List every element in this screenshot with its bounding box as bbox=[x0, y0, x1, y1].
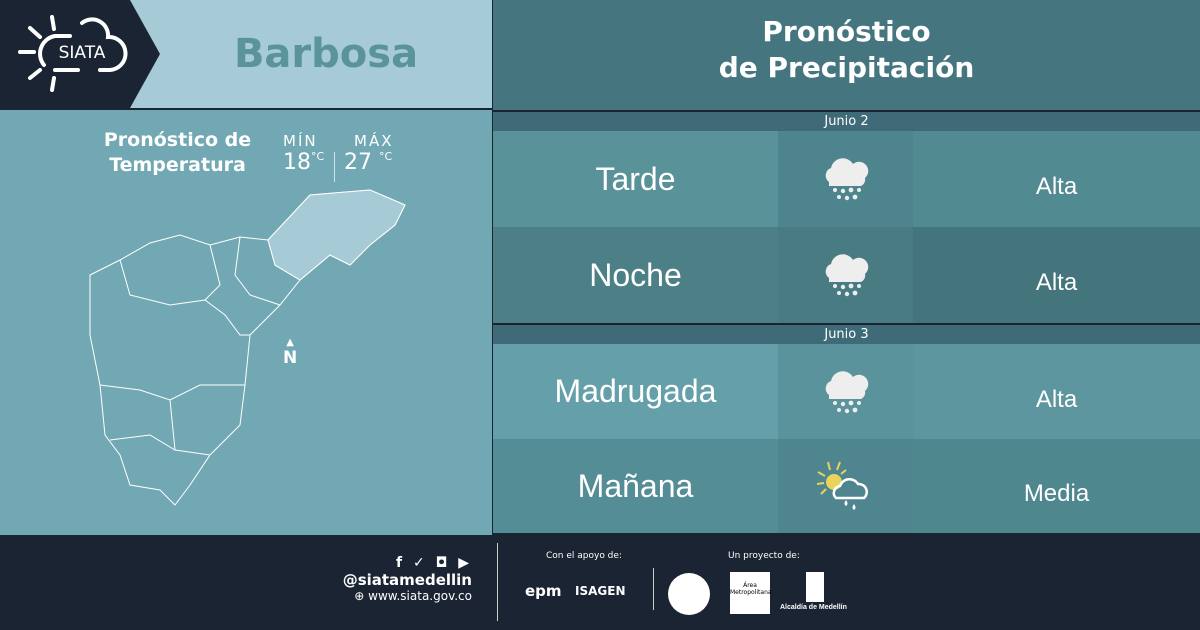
date-label: Junio 3 bbox=[493, 325, 1200, 344]
heavy-rain-icon bbox=[778, 227, 913, 323]
sun-cloud-rain-icon bbox=[778, 439, 913, 533]
period-label: Madrugada bbox=[554, 373, 717, 409]
north-arrow-icon: ▲ bbox=[286, 337, 294, 348]
period-label: Mañana bbox=[577, 467, 694, 504]
precip-level: Media bbox=[913, 439, 1200, 533]
epm-logo: epm bbox=[525, 582, 562, 600]
isagen-logo: ISAGEN bbox=[575, 584, 626, 598]
university-seal-icon bbox=[668, 573, 710, 615]
forecast-row: Tarde Alta bbox=[493, 131, 1200, 227]
forecast-row: Noche Alta bbox=[493, 227, 1200, 323]
temperature-title: Pronóstico de Temperatura bbox=[103, 129, 252, 176]
precip-title: Pronóstico de Precipitación bbox=[493, 0, 1200, 110]
min-temp: MÍN 18°C bbox=[283, 132, 325, 175]
divider bbox=[497, 543, 498, 621]
map-panel: ▲ N bbox=[0, 110, 492, 535]
alcaldia-logo-text: Alcaldía de Medellín bbox=[780, 604, 847, 611]
precip-level: Alta bbox=[913, 344, 1200, 439]
precip-level: Alta bbox=[913, 227, 1200, 323]
municipality-map bbox=[89, 189, 406, 506]
period-label: Noche bbox=[589, 256, 682, 293]
alcaldia-shield-icon bbox=[806, 572, 824, 602]
precip-level: Alta bbox=[913, 131, 1200, 227]
heavy-rain-icon bbox=[778, 344, 913, 439]
footer: f ✓ ◘ ▶ @siatamedellin ⊕ www.siata.gov.c… bbox=[0, 535, 1200, 630]
svg-text:SIATA: SIATA bbox=[59, 43, 106, 63]
globe-icon: ⊕ bbox=[354, 589, 365, 603]
city-name: Barbosa bbox=[233, 31, 419, 77]
project-label: Un proyecto de: bbox=[728, 551, 800, 561]
support-label: Con el apoyo de: bbox=[546, 551, 622, 561]
divider bbox=[334, 152, 335, 182]
period-label: Tarde bbox=[595, 160, 676, 197]
sun-cloud-logo-icon: SIATA bbox=[18, 15, 128, 92]
siata-logo: SIATA bbox=[0, 0, 160, 108]
heavy-rain-icon bbox=[778, 131, 913, 227]
forecast-row: Madrugada Alta bbox=[493, 344, 1200, 439]
area-metropolitana-logo: Área Metropolitana bbox=[730, 572, 772, 614]
website-link[interactable]: www.siata.gov.co bbox=[368, 589, 472, 603]
north-indicator: ▲ N bbox=[283, 337, 298, 369]
date-label: Junio 2 bbox=[493, 112, 1200, 131]
social-icons[interactable]: f ✓ ◘ ▶ bbox=[396, 555, 472, 571]
social-handle[interactable]: @siatamedellin bbox=[342, 571, 472, 589]
max-temp: MÁX 27 °C bbox=[344, 132, 394, 175]
forecast-row: Mañana Media bbox=[493, 439, 1200, 533]
social-block: f ✓ ◘ ▶ @siatamedellin ⊕ www.siata.gov.c… bbox=[300, 555, 472, 603]
divider bbox=[653, 568, 654, 610]
